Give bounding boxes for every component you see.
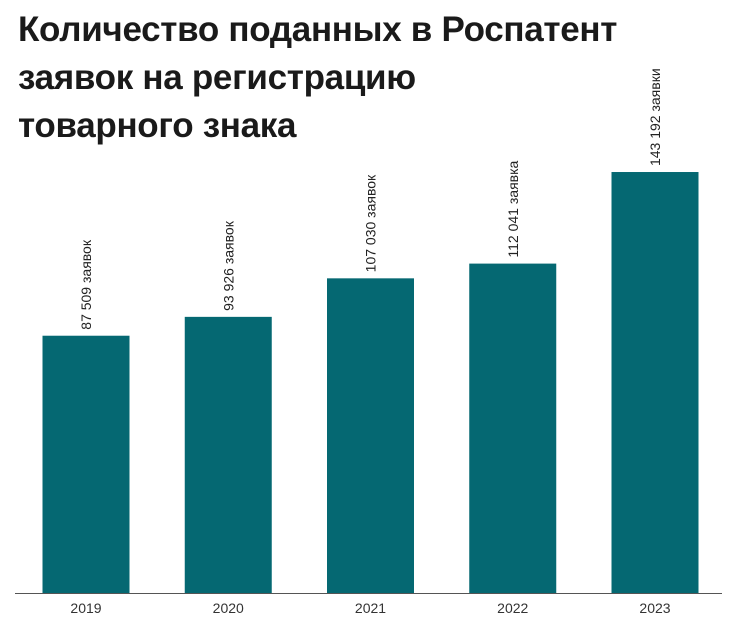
data-label-2021: 107 030 заявок bbox=[363, 174, 379, 272]
x-tick-label-2022: 2022 bbox=[497, 600, 528, 616]
data-label-2020: 93 926 заявок bbox=[220, 220, 236, 311]
data-label-2023: 143 192 заявки bbox=[647, 68, 663, 166]
bar-2019 bbox=[42, 335, 130, 593]
chart-title-line-3: товарного знака bbox=[18, 106, 297, 145]
chart-title-line-1: Количество поданных в Роспатент bbox=[18, 10, 618, 49]
data-label-2019: 87 509 заявок bbox=[78, 239, 94, 330]
bar-2020 bbox=[184, 316, 272, 593]
bar-2022 bbox=[469, 263, 557, 593]
data-label-2022: 112 041 заявка bbox=[505, 160, 521, 257]
x-tick-label-2019: 2019 bbox=[70, 600, 101, 616]
bar-2023 bbox=[611, 172, 699, 594]
chart-title-line-2: заявок на регистрацию bbox=[18, 58, 416, 97]
x-tick-label-2021: 2021 bbox=[355, 600, 386, 616]
bar-2021 bbox=[327, 278, 414, 593]
x-tick-label-2020: 2020 bbox=[213, 600, 244, 616]
chart-title: Количество поданных в Роспатент заявок н… bbox=[18, 6, 718, 150]
x-tick-label-2023: 2023 bbox=[639, 600, 670, 616]
